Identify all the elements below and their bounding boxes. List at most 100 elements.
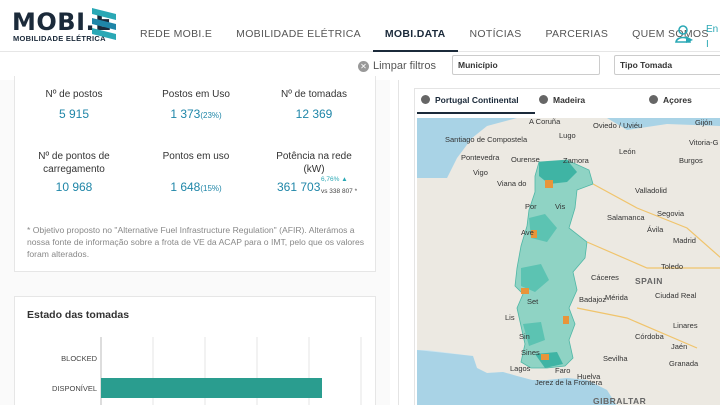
chart-bar[interactable] xyxy=(101,378,322,398)
kpi-potencia-vs: vs 338 807 * xyxy=(321,188,358,195)
clear-filters-button[interactable]: ✕ Limpar filtros xyxy=(358,60,436,72)
map-label-vitoria: Vitoria-G xyxy=(689,138,719,147)
estado-tomadas-chart: BLOCKED DISPONÍVEL xyxy=(52,337,362,405)
language-switch[interactable]: En I xyxy=(706,22,718,52)
map-label-porto: Por xyxy=(525,202,537,211)
map-label-lisboa: Lis xyxy=(505,313,515,322)
map-label-faro: Faro xyxy=(555,366,571,375)
kpi-pontos-uso-pct: (15%) xyxy=(200,184,222,193)
map-label-setubal: Set xyxy=(527,297,539,306)
main-nav: REDE MOBI.E MOBILIDADE ELÉTRICA MOBI.DAT… xyxy=(128,0,720,52)
kpi-pontos-label: Nº de pontos de carregamento xyxy=(38,151,110,175)
kpi-postos: Nº de postos 5 915 xyxy=(15,88,133,121)
kpi-postos-uso-value: 1 373(23%) xyxy=(137,107,255,121)
kpi-postos-uso-number: 1 373 xyxy=(170,107,201,121)
globe-icon xyxy=(421,95,430,104)
kpi-tomadas: Nº de tomadas 12 369 xyxy=(255,88,373,121)
language-label-2: I xyxy=(706,39,709,50)
globe-icon xyxy=(539,95,548,104)
map-label-granada: Granada xyxy=(669,359,699,368)
kpi-potencia-change: 6,76% ▲ xyxy=(321,176,348,183)
map-label-pontevedra: Pontevedra xyxy=(461,153,500,162)
tab-madeira[interactable]: Madeira xyxy=(539,95,585,105)
close-icon: ✕ xyxy=(358,61,369,72)
user-access-icon[interactable] xyxy=(674,24,694,44)
nav-rede-mobie[interactable]: REDE MOBI.E xyxy=(140,28,213,40)
nav-quem-somos[interactable]: QUEM SOMOS xyxy=(632,28,709,40)
map-label-segovia: Segovia xyxy=(657,209,685,218)
map-label-oviedo: Oviedo / Uviéu xyxy=(593,121,643,130)
tipo-tomada-select[interactable]: Tipo Tomada xyxy=(614,55,720,75)
map-label-badajoz: Badajoz xyxy=(579,295,607,304)
kpi-potencia-value: 361 703 xyxy=(277,180,321,194)
map-label-lugo: Lugo xyxy=(559,131,576,140)
kpi-pontos-uso: Pontos em uso 1 648(15%) xyxy=(137,150,255,194)
municipio-select[interactable]: Município xyxy=(452,55,600,75)
map-label-leon: León xyxy=(619,147,636,156)
kpi-tomadas-value: 12 369 xyxy=(295,107,333,121)
map-label-avila: Ávila xyxy=(647,225,664,234)
logo-mark-icon xyxy=(92,8,116,40)
column-divider xyxy=(398,80,399,405)
charging-map[interactable]: A Coruña Oviedo / Uviéu Gijón Santiago d… xyxy=(417,118,720,405)
chart-category-label: DISPONÍVEL xyxy=(52,384,97,393)
map-label-sevilha: Sevilha xyxy=(603,354,628,363)
globe-icon xyxy=(649,95,658,104)
map-label-huelva: Huelva xyxy=(577,372,601,381)
tab-acores-label: Açores xyxy=(663,95,692,105)
kpi-pontos: Nº de pontos de carregamento 10 968 xyxy=(15,150,133,194)
kpi-potencia-label: Potência na rede (kW) xyxy=(276,151,352,175)
chart-title: Estado das tomadas xyxy=(27,309,130,321)
map-label-gibraltar: GIBRALTAR xyxy=(593,396,647,405)
map-label-viseu: Vis xyxy=(555,202,566,211)
map-label-ourense: Ourense xyxy=(511,155,540,164)
kpi-postos-uso-pct: (23%) xyxy=(200,111,222,120)
kpi-potencia: Potência na rede (kW) 361 703 xyxy=(255,150,373,194)
language-label: En xyxy=(706,24,719,35)
map-label-jerez: Jerez de la Frontera xyxy=(535,378,603,387)
estado-tomadas-card: Estado das tomadas BLOCKED DISPONÍVEL xyxy=(14,296,376,405)
map-label-sintra: Sin xyxy=(519,332,530,341)
map-label-viana: Viana do xyxy=(497,179,527,188)
kpi-pontos-uso-number: 1 648 xyxy=(170,180,201,194)
map-label-caceres: Cáceres xyxy=(591,273,619,282)
tab-portugal-continental[interactable]: Portugal Continental xyxy=(421,95,519,105)
active-tab-indicator xyxy=(417,112,535,114)
tab-acores[interactable]: Açores xyxy=(649,95,692,105)
kpi-pontos-uso-label: Pontos em uso xyxy=(162,151,230,162)
map-card: Portugal Continental Madeira Açores xyxy=(414,88,720,405)
nav-mobi-data[interactable]: MOBI.DATA xyxy=(372,0,458,52)
mobie-logo[interactable]: MOBI.E MOBILIDADE ELÉTRICA xyxy=(12,6,122,46)
kpi-postos-value: 5 915 xyxy=(58,107,90,121)
map-label-aveiro: Ave xyxy=(521,228,534,237)
map-label-lagos: Lagos xyxy=(510,364,531,373)
afir-note: * Objetivo proposto no "Alternative Fuel… xyxy=(27,225,365,259)
top-header: MOBI.E MOBILIDADE ELÉTRICA REDE MOBI.E M… xyxy=(0,0,720,52)
tab-portugal-continental-label: Portugal Continental xyxy=(435,95,519,105)
filter-bar: ✕ Limpar filtros Município Tipo Tomada xyxy=(0,52,720,80)
map-label-spain: SPAIN xyxy=(635,276,663,286)
clear-filters-label: Limpar filtros xyxy=(373,60,436,72)
kpi-postos-label: Nº de postos xyxy=(45,89,103,100)
map-label-a-coruna: A Coruña xyxy=(529,118,561,126)
tab-madeira-label: Madeira xyxy=(553,95,586,105)
map-canvas xyxy=(417,118,720,405)
nav-parcerias[interactable]: PARCERIAS xyxy=(545,28,609,40)
kpi-postos-uso: Postos em Uso 1 373(23%) xyxy=(137,88,255,121)
kpi-tomadas-label: Nº de tomadas xyxy=(281,89,347,100)
map-label-zamora: Zamora xyxy=(563,156,589,165)
map-label-linares: Linares xyxy=(673,321,698,330)
map-label-cordoba: Córdoba xyxy=(635,332,664,341)
map-label-merida: Mérida xyxy=(605,293,628,302)
map-label-burgos: Burgos xyxy=(679,156,703,165)
nav-noticias[interactable]: NOTÍCIAS xyxy=(469,28,522,40)
nav-mobilidade-eletrica[interactable]: MOBILIDADE ELÉTRICA xyxy=(236,28,361,40)
kpi-pontos-value: 10 968 xyxy=(55,180,93,194)
kpi-pontos-uso-value: 1 648(15%) xyxy=(137,180,255,194)
logo-subtitle: MOBILIDADE ELÉTRICA xyxy=(13,34,106,43)
kpi-card: Nº de postos 5 915 Postos em Uso 1 373(2… xyxy=(14,76,376,272)
map-label-salamanca: Salamanca xyxy=(607,213,645,222)
map-label-madrid: Madrid xyxy=(673,236,696,245)
map-label-santiago: Santiago de Compostela xyxy=(445,135,528,144)
